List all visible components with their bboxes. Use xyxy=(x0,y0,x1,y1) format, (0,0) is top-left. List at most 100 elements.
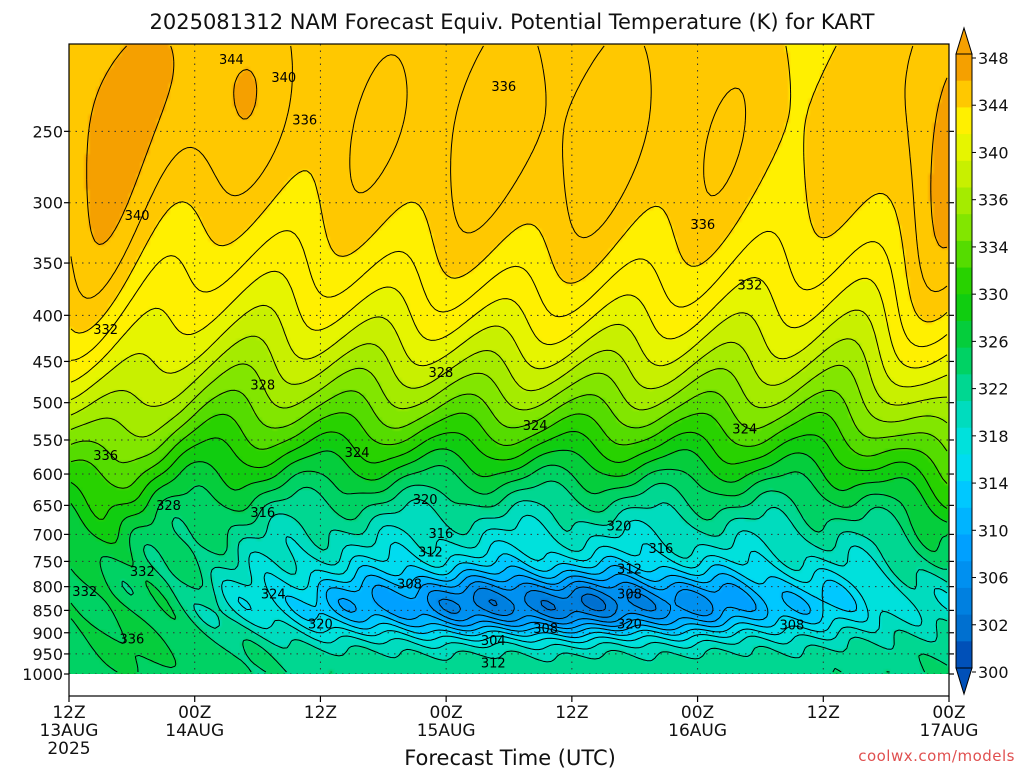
contour-label: 320 xyxy=(617,617,642,632)
contour-334 xyxy=(70,363,948,438)
colorbar-bin-328 xyxy=(956,267,972,295)
colorbar-bin-332 xyxy=(956,214,972,242)
contour-314 xyxy=(284,553,857,639)
y-tick-label: 750 xyxy=(32,552,63,571)
contour-label: 320 xyxy=(308,617,333,632)
colorbar-label: 318 xyxy=(978,427,1009,446)
colorbar-bin-304 xyxy=(956,587,972,616)
contour-label: 308 xyxy=(617,587,642,602)
colorbar-bin-348 xyxy=(956,54,972,82)
colorbar-bin-336 xyxy=(956,160,972,188)
colorbar-bin-306 xyxy=(956,561,972,589)
credit-text: coolwx.com/models xyxy=(858,747,1015,765)
colorbar: 348 344 340 336 334 330 326 322 318 314 310 306 302 3… xyxy=(955,26,1009,696)
contour-label: 328 xyxy=(156,499,181,514)
contour-labels: 344 340 336 336 340 336 332 332 328 328 324 324 324 3… xyxy=(72,53,804,672)
y-tick-label: 550 xyxy=(32,431,63,450)
contour-348 xyxy=(86,45,948,249)
colorbar-bin-322 xyxy=(956,347,972,375)
y-tick-label: 250 xyxy=(32,122,63,141)
contour-label: 324 xyxy=(732,423,757,438)
y-tick-label: 1000 xyxy=(22,665,63,684)
x-tick-label: 12Z xyxy=(52,703,85,723)
colorbar-label: 302 xyxy=(978,616,1009,635)
colorbar-label: 310 xyxy=(978,521,1009,540)
contour-label: 336 xyxy=(491,80,516,95)
colorbar-bin-326 xyxy=(956,294,972,322)
contour-lines xyxy=(70,45,948,673)
contour-332 xyxy=(70,389,948,464)
contour-340 xyxy=(70,270,948,383)
y-tick-label: 450 xyxy=(32,352,63,371)
x-tick-label: 12Z xyxy=(807,703,840,723)
contour-label: 336 xyxy=(292,114,317,129)
x-axis-title: Forecast Time (UTC) xyxy=(404,746,616,768)
contour-324 xyxy=(70,464,948,673)
y-tick-label: 400 xyxy=(32,306,63,325)
colorbar-label: 300 xyxy=(978,663,1009,682)
x-tick-date: 13AUG xyxy=(40,721,99,741)
colorbar-bin-318 xyxy=(956,401,972,429)
colorbar-label: 306 xyxy=(978,569,1009,588)
contour-326 xyxy=(70,448,948,544)
colorbar-frame xyxy=(955,53,973,669)
colorbar-bin-302 xyxy=(956,614,972,642)
contour-label: 324 xyxy=(261,587,286,602)
colorbar-label: 322 xyxy=(978,380,1009,399)
grid-lines xyxy=(69,44,949,674)
colorbar-bin-312 xyxy=(956,481,972,509)
contour-label: 328 xyxy=(250,379,275,394)
y-tick-label: 950 xyxy=(32,645,63,664)
x-tick-year: 2025 xyxy=(47,739,90,759)
colorbar-bin-344 xyxy=(956,80,972,108)
colorbar-label: 340 xyxy=(978,143,1009,162)
colorbar-bin-324 xyxy=(956,320,972,349)
contour-308 xyxy=(426,580,714,625)
colorbar-bin-310 xyxy=(956,507,972,536)
contour-label: 340 xyxy=(125,209,150,224)
contour-label: 324 xyxy=(523,419,548,434)
contour-328 xyxy=(70,431,948,520)
x-tick-date: 15AUG xyxy=(417,721,476,741)
contour-336 xyxy=(70,335,948,416)
plot-area: 344 340 336 336 340 336 332 332 328 328 324 324 324 3… xyxy=(69,44,949,696)
colorbar-label: 314 xyxy=(978,474,1009,493)
contour-label: 336 xyxy=(119,633,144,648)
contour-346 xyxy=(70,45,948,299)
contour-344 xyxy=(70,45,948,334)
colorbar-bin-320 xyxy=(956,374,972,402)
contour-304 xyxy=(488,593,607,612)
chart-title: 2025081312 NAM Forecast Equiv. Potential… xyxy=(150,10,875,34)
x-tick-label: 12Z xyxy=(555,703,588,723)
contour-label: 312 xyxy=(418,545,443,560)
y-tick-label: 350 xyxy=(32,254,63,273)
colorbar-label: 326 xyxy=(978,332,1009,351)
x-tick-date: 16AUG xyxy=(668,721,727,741)
contour-label: 328 xyxy=(428,366,453,381)
contour-label: 336 xyxy=(93,449,118,464)
contour-label: 332 xyxy=(738,278,763,293)
y-tick-label: 300 xyxy=(32,194,63,213)
ground-below-surface xyxy=(69,674,949,696)
contour-label: 316 xyxy=(250,506,275,521)
contour-312 xyxy=(325,564,811,634)
contour-342 xyxy=(70,230,948,361)
contour-label: 332 xyxy=(130,565,155,580)
colorbar-label: 336 xyxy=(978,191,1009,210)
x-tick-label: 12Z xyxy=(304,703,337,723)
y-tick-label: 800 xyxy=(32,578,63,597)
contour-318 xyxy=(221,514,948,651)
contour-label: 312 xyxy=(481,656,506,671)
contour-label: 340 xyxy=(271,71,296,86)
colorbar-bin-316 xyxy=(956,427,972,455)
y-tick-label: 500 xyxy=(32,394,63,413)
y-tick-label: 900 xyxy=(32,624,63,643)
plot-frame xyxy=(68,43,950,697)
contour-338 xyxy=(70,304,948,401)
contour-322 xyxy=(121,480,948,673)
y-tick-label: 850 xyxy=(32,601,63,620)
contour-label: 316 xyxy=(648,542,673,557)
colorbar-bin-340 xyxy=(956,107,972,135)
